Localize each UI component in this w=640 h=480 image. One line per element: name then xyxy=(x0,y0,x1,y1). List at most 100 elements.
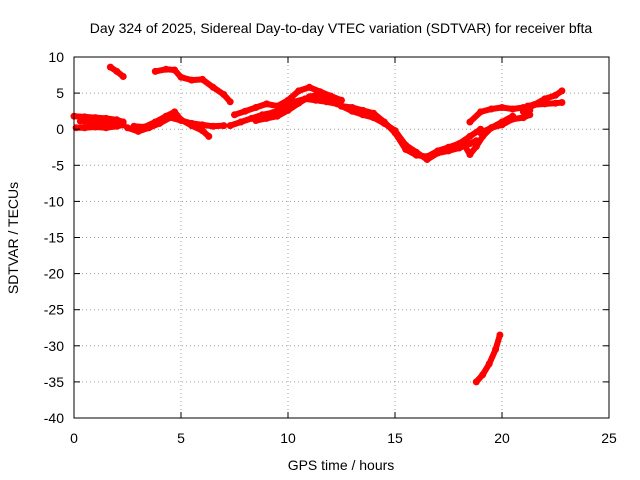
data-point xyxy=(487,105,495,113)
data-point xyxy=(434,147,442,155)
chart-title: Day 324 of 2025, Sidereal Day-to-day VTE… xyxy=(90,20,593,36)
data-point xyxy=(117,120,125,128)
data-point xyxy=(209,83,217,91)
data-point xyxy=(496,331,504,339)
data-point xyxy=(423,153,431,161)
data-point xyxy=(177,73,185,81)
data-point xyxy=(171,66,179,74)
y-tick-label: -10 xyxy=(44,193,64,209)
data-point xyxy=(151,118,159,126)
data-point xyxy=(237,118,245,126)
data-point xyxy=(519,108,527,116)
data-point xyxy=(485,360,493,368)
data-point xyxy=(472,378,480,386)
data-point xyxy=(370,109,378,117)
data-point xyxy=(498,121,506,129)
data-point xyxy=(109,119,116,127)
data-point xyxy=(558,99,566,106)
data-point xyxy=(509,115,517,123)
data-point xyxy=(327,96,335,104)
y-tick-label: -25 xyxy=(44,302,64,318)
y-axis-label: SDTVAR / TECUs xyxy=(5,182,21,294)
y-tick-labels: -40 -35 -30 -25 -20 -15 -10 -5 0 5 10 xyxy=(44,49,64,426)
data-point xyxy=(519,114,527,122)
data-point xyxy=(220,122,228,130)
data-point xyxy=(466,151,474,158)
data-point xyxy=(445,143,452,151)
data-point xyxy=(130,122,138,130)
data-point xyxy=(460,140,467,148)
y-tick-label: -15 xyxy=(44,230,64,246)
data-point xyxy=(402,145,410,153)
data-point xyxy=(479,371,487,379)
data-point xyxy=(231,111,238,119)
y-tick-label: -20 xyxy=(44,266,64,282)
data-point xyxy=(263,100,271,108)
data-point xyxy=(226,98,234,106)
data-point xyxy=(487,124,495,132)
data-point xyxy=(252,117,260,124)
data-point xyxy=(119,73,127,80)
x-tick-label: 20 xyxy=(494,430,510,446)
grid xyxy=(74,57,609,418)
data-point xyxy=(359,106,367,114)
data-series xyxy=(70,63,566,386)
data-point xyxy=(171,108,179,116)
data-point xyxy=(509,105,517,113)
data-point xyxy=(284,106,292,114)
data-point xyxy=(98,119,106,127)
data-point xyxy=(558,87,566,95)
data-point xyxy=(151,67,159,75)
data-point xyxy=(492,345,500,353)
data-point xyxy=(226,122,234,130)
data-point xyxy=(391,129,399,137)
data-point xyxy=(273,102,281,110)
data-point xyxy=(284,96,292,104)
y-tick-label: -30 xyxy=(44,338,64,354)
data-point xyxy=(466,140,474,148)
data-point xyxy=(106,63,114,71)
y-tick-label: 10 xyxy=(48,49,64,65)
data-point xyxy=(466,118,474,126)
data-point xyxy=(305,83,313,91)
data-point xyxy=(198,75,206,83)
data-point xyxy=(305,93,313,101)
y-tick-label: -5 xyxy=(52,157,65,173)
data-point xyxy=(541,95,549,103)
data-point xyxy=(477,108,485,116)
data-point xyxy=(412,151,420,159)
y-tick-label: -35 xyxy=(44,374,64,390)
data-point xyxy=(477,129,485,137)
data-point xyxy=(295,87,303,95)
x-axis-label: GPS time / hours xyxy=(288,457,395,473)
data-point xyxy=(252,104,260,111)
data-point xyxy=(338,102,345,110)
data-point xyxy=(141,123,149,131)
data-point xyxy=(316,91,324,98)
x-tick-label: 10 xyxy=(280,430,296,446)
data-point xyxy=(348,104,356,111)
x-tick-label: 5 xyxy=(177,430,185,446)
data-point xyxy=(188,122,196,130)
data-point xyxy=(220,91,228,98)
data-point xyxy=(76,117,84,125)
data-point xyxy=(466,132,474,140)
data-point xyxy=(526,111,534,119)
x-tick-labels: 0 5 10 15 20 25 xyxy=(70,430,617,446)
data-point xyxy=(552,99,559,107)
data-point xyxy=(198,127,206,135)
data-point xyxy=(472,143,480,150)
data-point xyxy=(263,114,271,122)
data-point xyxy=(552,91,559,99)
data-point xyxy=(241,107,249,115)
x-tick-label: 15 xyxy=(387,430,403,446)
axis-ticks xyxy=(73,56,610,419)
data-point xyxy=(498,104,506,111)
data-point xyxy=(162,112,170,120)
data-point xyxy=(295,99,303,107)
data-point xyxy=(87,118,95,126)
data-point xyxy=(380,118,388,126)
data-point xyxy=(209,122,217,130)
x-tick-label: 25 xyxy=(601,430,617,446)
